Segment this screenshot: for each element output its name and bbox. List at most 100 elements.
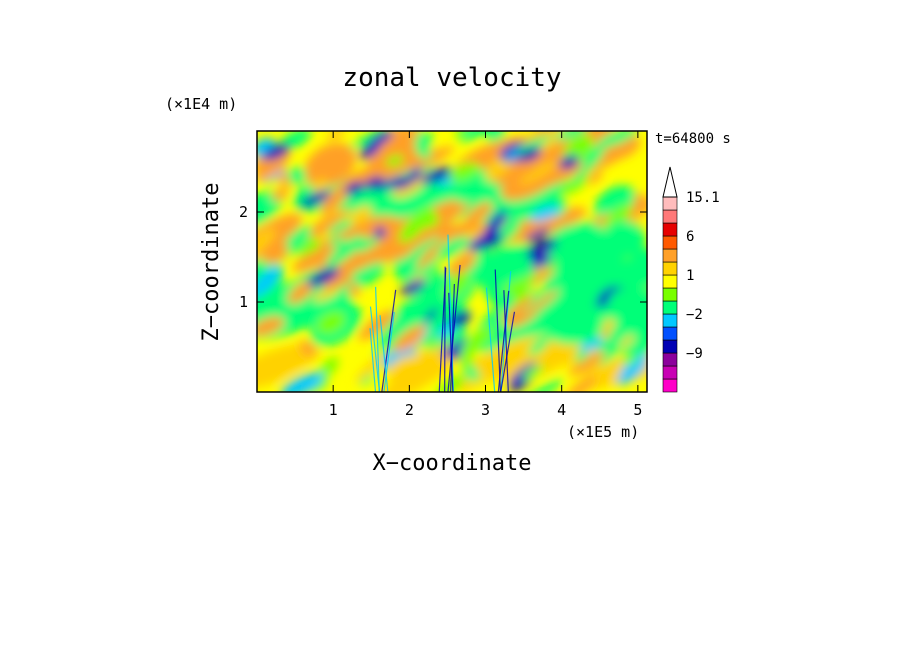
field-patch	[271, 188, 289, 202]
colorbar-label: 6	[686, 229, 694, 245]
field-patch	[455, 183, 485, 204]
field-patch	[444, 272, 470, 298]
field-patch	[341, 147, 437, 189]
x-axis-title: X−coordinate	[373, 451, 532, 476]
x-axis: 1 2 3 4 5	[329, 131, 642, 419]
field-patch	[567, 375, 596, 392]
field-patch	[500, 207, 587, 243]
field-patch	[505, 149, 520, 161]
field-patch	[381, 347, 416, 369]
field-patch	[447, 253, 477, 277]
field-patch	[633, 193, 647, 210]
vortex	[364, 176, 384, 191]
field-patch	[455, 229, 483, 259]
colorbar-swatch	[662, 274, 678, 289]
field-patch	[597, 131, 638, 148]
field-patch	[514, 161, 539, 178]
colorbar-label: −9	[686, 346, 703, 362]
field-patch	[585, 171, 604, 184]
field-streak	[369, 328, 377, 392]
vortex	[479, 232, 503, 249]
vortex	[300, 190, 331, 208]
colorbar-label: −2	[686, 307, 703, 323]
colorbar-swatch	[662, 261, 678, 276]
vortex	[525, 228, 551, 243]
field-patch	[602, 268, 647, 288]
field-patch	[292, 247, 332, 273]
field-patch	[320, 181, 352, 216]
field-patch	[464, 201, 493, 226]
colorbar-swatch	[662, 378, 678, 393]
x-tick-label: 4	[557, 401, 566, 419]
colorbar-swatch	[662, 209, 678, 224]
plot-frame	[256, 130, 648, 393]
field-patch	[414, 142, 432, 160]
field-patch	[375, 175, 408, 191]
field-patch	[434, 236, 470, 259]
field-patch	[485, 131, 506, 143]
field-patch	[501, 273, 546, 293]
vortex	[559, 155, 579, 170]
colorbar-swatch	[662, 313, 678, 328]
y-axis-title: Z−coordinate	[199, 183, 224, 342]
field-patch	[616, 358, 647, 386]
field-patch	[624, 354, 637, 366]
field-streak	[447, 234, 455, 392]
vortex	[344, 181, 365, 196]
y-unit-label: (×1E4 m)	[165, 95, 237, 113]
field-patch	[529, 266, 560, 285]
field-patch	[386, 155, 404, 167]
field-streak	[450, 283, 455, 392]
field-patch	[464, 364, 480, 382]
field-patch	[448, 162, 480, 182]
field-patch	[607, 287, 647, 319]
field-patch	[257, 228, 276, 261]
field-streak	[485, 287, 496, 392]
field-patch	[531, 175, 551, 195]
field-patch	[326, 235, 365, 267]
y-tick-label: 1	[239, 293, 248, 311]
field-patch	[283, 307, 315, 333]
field-patch	[355, 349, 389, 383]
field-patch	[479, 182, 500, 202]
field-patch	[257, 316, 285, 337]
field-patch	[257, 346, 322, 389]
field-patch	[299, 340, 316, 357]
field-streak	[369, 306, 381, 392]
field-patch	[423, 307, 438, 324]
field-patch	[257, 150, 290, 181]
field-patch	[506, 310, 537, 329]
field-streak	[494, 269, 502, 392]
field-patch	[327, 131, 345, 140]
field-patch	[420, 212, 439, 228]
vortex	[525, 239, 558, 258]
field-patch	[416, 145, 455, 169]
field-patch	[367, 131, 394, 149]
field-streak	[497, 290, 510, 392]
field-streak	[379, 315, 389, 392]
x-tick-label: 2	[405, 401, 414, 419]
y-axis: 12	[239, 203, 647, 311]
field-patch	[379, 222, 451, 263]
field-streak	[375, 286, 380, 392]
x-tick-label: 1	[329, 401, 338, 419]
field-patch	[416, 242, 441, 270]
colorbar-swatch	[662, 235, 678, 250]
field-patch	[493, 332, 567, 382]
x-tick-label: 3	[481, 401, 490, 419]
field-patch	[521, 364, 545, 381]
colorbar-swatch	[662, 196, 678, 211]
field-patch	[313, 287, 339, 302]
field-patch	[317, 356, 339, 380]
x-unit-label: (×1E5 m)	[567, 423, 639, 441]
field-streak	[381, 289, 397, 392]
field-patch	[356, 237, 379, 253]
field-patch	[560, 238, 599, 268]
field-patch	[560, 175, 589, 196]
vortex	[393, 176, 417, 190]
velocity-field	[257, 131, 647, 392]
x-tick-label: 5	[633, 401, 642, 419]
field-patch	[485, 210, 508, 235]
field-streak	[444, 266, 446, 392]
